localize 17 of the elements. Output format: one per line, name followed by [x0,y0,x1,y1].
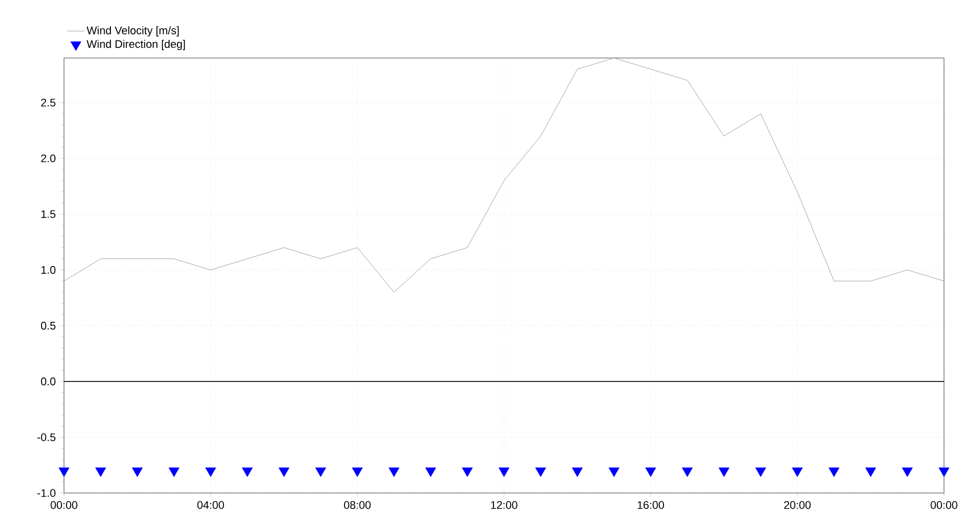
x-tick-label: 00:00 [50,501,78,509]
legend-label: Wind Direction [deg] [86,40,185,50]
x-tick-label: 20:00 [784,501,811,509]
y-tick-label: 2.0 [41,154,56,162]
y-tick-label: 2.5 [41,98,56,107]
y-tick-label: 1.0 [41,266,56,274]
y-tick-label: 1.5 [41,210,56,218]
y-tick-label: -1.0 [37,489,56,497]
legend-label: Wind Velocity [m/s] [86,26,179,36]
x-tick-label: 16:00 [638,501,664,509]
x-tick-label: 08:00 [344,501,371,509]
x-tick-label: 12:00 [491,501,518,509]
y-tick-label: 0.5 [41,322,56,330]
x-tick-label: 00:00 [930,501,958,509]
y-tick-label: 0.0 [41,378,56,386]
x-tick-label: 04:00 [197,501,224,509]
y-tick-label: -0.5 [37,433,56,442]
